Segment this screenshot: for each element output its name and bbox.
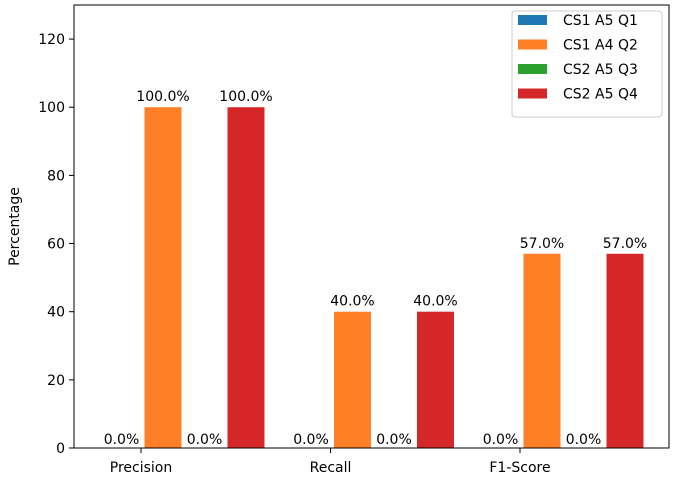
data-label: 0.0% — [293, 432, 329, 448]
data-label: 57.0% — [520, 236, 564, 252]
legend-swatch — [518, 15, 547, 25]
x-tick-label: F1-Score — [489, 460, 550, 476]
data-label: 40.0% — [413, 294, 457, 310]
data-label: 0.0% — [376, 432, 412, 448]
legend-box — [511, 10, 663, 118]
legend-swatch — [518, 64, 547, 74]
legend-entry: CS1 A5 Q1 — [563, 13, 638, 29]
x-tick-label: Recall — [310, 460, 352, 476]
y-tick-label: 40 — [47, 305, 65, 321]
legend-entry: CS2 A5 Q3 — [563, 62, 638, 78]
y-tick-label: 120 — [38, 32, 65, 48]
bars-layer — [144, 107, 644, 448]
bar-recall-series-4 — [417, 311, 454, 448]
bar-f1-score-series-4 — [606, 253, 644, 448]
y-tick-label: 60 — [47, 237, 65, 253]
y-axis-label: Percentage — [7, 187, 23, 266]
y-tick-label: 80 — [47, 168, 65, 184]
legend: CS1 A5 Q1 CS1 A4 Q2 CS2 A5 Q3 CS2 A5 Q4 — [511, 10, 663, 118]
bar-precision-series-2 — [144, 107, 182, 448]
legend-entry: CS1 A4 Q2 — [563, 38, 638, 54]
y-tick-label: 100 — [38, 100, 65, 116]
data-label: 0.0% — [566, 432, 602, 448]
data-label: 57.0% — [603, 236, 647, 252]
bar-recall-series-2 — [334, 311, 371, 448]
data-label: 100.0% — [219, 89, 272, 105]
y-tick-label: 20 — [47, 373, 65, 389]
data-label: 0.0% — [483, 432, 519, 448]
data-label: 0.0% — [187, 432, 223, 448]
data-labels-layer: 0.0% 100.0% 0.0% 100.0% 0.0% 40.0% 0.0% 40.0% 0.… — [104, 89, 648, 448]
x-axis: Precision Recall F1-Score — [110, 448, 551, 476]
legend-swatch — [518, 39, 547, 50]
legend-swatch — [518, 88, 547, 99]
data-label: 100.0% — [136, 89, 189, 105]
legend-entry: CS2 A5 Q4 — [563, 87, 638, 103]
bar-precision-series-4 — [227, 107, 265, 448]
y-axis: 0 20 40 60 80 100 120 — [38, 32, 74, 457]
bar-f1-score-series-2 — [523, 253, 561, 448]
plot-frame — [73, 4, 670, 449]
data-label: 0.0% — [104, 432, 140, 448]
x-tick-label: Precision — [110, 460, 172, 476]
data-label: 40.0% — [330, 294, 374, 310]
y-tick-label: 0 — [56, 441, 65, 457]
